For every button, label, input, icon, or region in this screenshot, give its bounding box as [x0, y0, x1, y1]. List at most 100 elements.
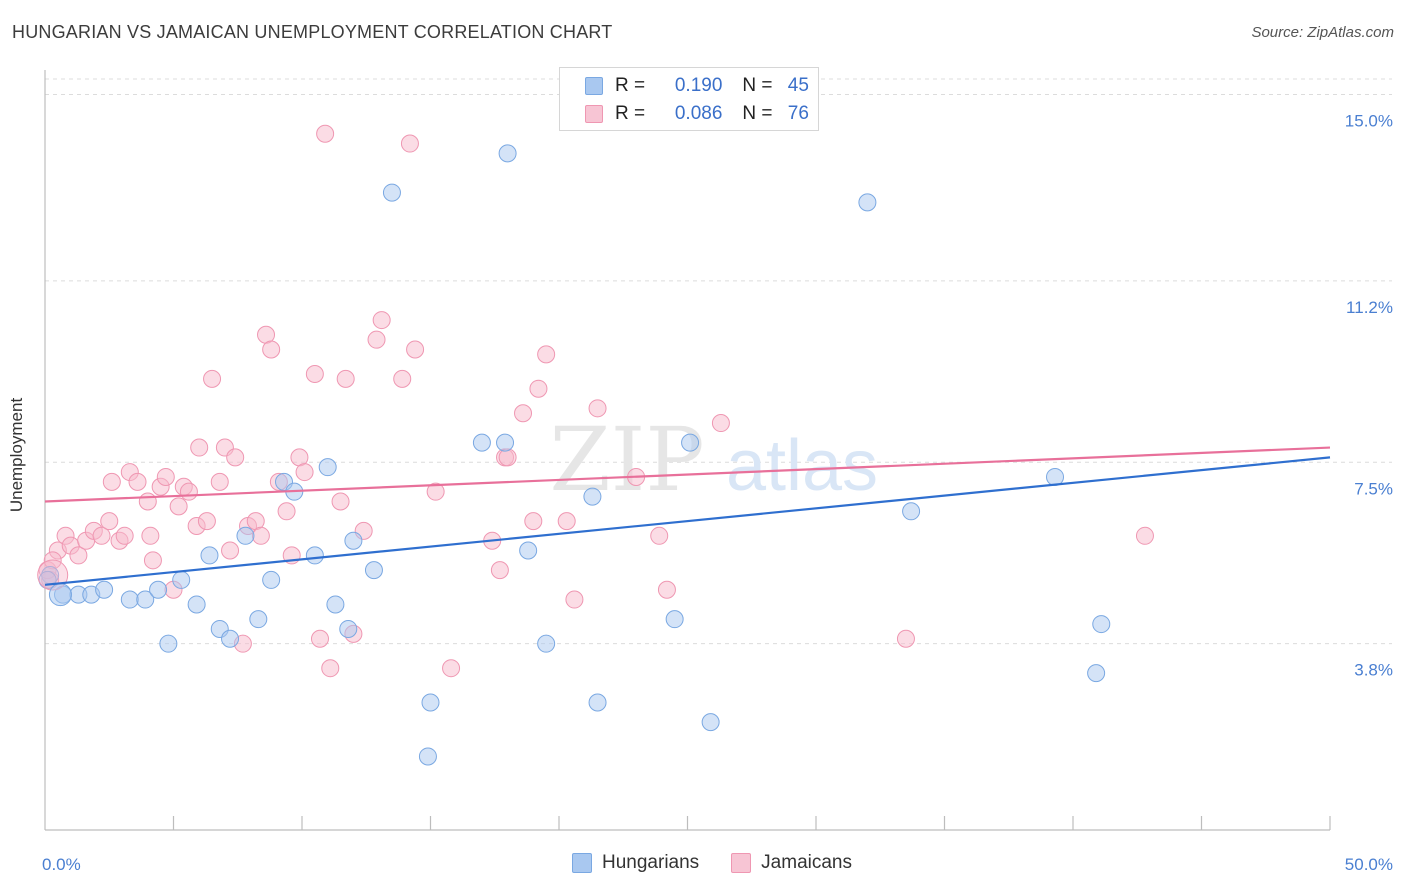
jamaican-point: [426, 482, 445, 501]
hungarian-point: [159, 634, 178, 653]
y-tick-label: 11.2%: [1346, 298, 1393, 317]
hungarian-point: [344, 531, 363, 550]
y-tick-label: 3.8%: [1354, 661, 1393, 680]
jamaican-point: [650, 526, 669, 545]
hungarian-point: [472, 433, 491, 452]
jamaican-point: [316, 124, 335, 143]
jamaican-point: [221, 541, 240, 560]
legend-label-jamaicans: Jamaicans: [761, 852, 852, 873]
watermark-zip: ZIP: [549, 408, 704, 511]
axes: [44, 70, 1331, 831]
jamaican-point: [226, 448, 245, 467]
legend-row-hungarians: R = 0.190 N = 45: [585, 74, 809, 98]
hungarian-point: [496, 433, 515, 452]
legend-swatch-blue: [585, 77, 603, 95]
jamaican-point: [1135, 526, 1154, 545]
hungarian-point: [172, 570, 191, 589]
jamaican-point: [331, 492, 350, 511]
hungarian-point: [136, 590, 155, 609]
hungarian-point: [681, 433, 700, 452]
legend-r-label: R =: [615, 103, 646, 124]
source-label: Source: ZipAtlas.com: [1251, 24, 1394, 41]
legend-swatch-pink: [585, 105, 603, 123]
jamaican-point: [557, 512, 576, 531]
hungarian-point: [858, 193, 877, 212]
hungarian-point: [221, 629, 240, 648]
jamaican-point: [141, 526, 160, 545]
hungarian-point: [236, 526, 255, 545]
jamaican-point: [295, 463, 314, 482]
jamaican-point: [711, 414, 730, 433]
jamaican-point: [588, 399, 607, 418]
jamaican-point: [277, 502, 296, 521]
jamaican-point: [657, 580, 676, 599]
hungarian-point: [537, 634, 556, 653]
jamaican-point: [203, 369, 222, 388]
jamaican-point: [514, 404, 533, 423]
jamaican-point: [143, 551, 162, 570]
jamaican-trend-line: [44, 446, 1331, 503]
jamaican-point: [367, 330, 386, 349]
legend-r-value: 0.190: [674, 75, 723, 96]
jamaican-point: [138, 492, 157, 511]
tick-labels: 3.8% 7.5% 11.2% 15.0% 0.0% 50.0%: [42, 112, 1393, 874]
jamaican-point: [529, 379, 548, 398]
legend-r-label: R =: [615, 75, 646, 96]
stats-legend: R = 0.190 N = 45 R = 0.086 N = 76: [559, 67, 819, 131]
hungarian-point: [583, 487, 602, 506]
jamaican-point: [251, 526, 270, 545]
x-tick-label: 0.0%: [42, 855, 81, 874]
hungarian-point: [1087, 664, 1106, 683]
hungarian-point: [339, 619, 358, 638]
jamaican-point: [896, 629, 915, 648]
jamaican-point: [69, 546, 88, 565]
legend-n-label: N =: [742, 75, 773, 96]
x-tick-label: 50.0%: [1345, 855, 1393, 874]
trend-lines: [44, 446, 1331, 586]
hungarian-point: [318, 458, 337, 477]
hungarian-point: [665, 610, 684, 629]
jamaican-point: [565, 590, 584, 609]
watermark-atlas: atlas: [726, 426, 878, 506]
hungarian-point: [1092, 615, 1111, 634]
jamaican-point: [406, 340, 425, 359]
hungarian-point: [305, 546, 324, 565]
jamaican-point: [190, 438, 209, 457]
jamaican-point: [128, 472, 147, 491]
y-tick-label: 15.0%: [1345, 112, 1393, 131]
jamaican-point: [400, 134, 419, 153]
legend-n-label: N =: [742, 103, 773, 124]
jamaican-point: [92, 526, 111, 545]
jamaican-point: [179, 482, 198, 501]
legend-row-jamaicans: R = 0.086 N = 76: [585, 102, 809, 126]
hungarian-point: [382, 183, 401, 202]
jamaican-point: [336, 369, 355, 388]
legend-n-value: 76: [787, 103, 809, 124]
jamaican-point: [498, 448, 517, 467]
jamaican-point: [305, 365, 324, 383]
hungarian-point: [588, 693, 607, 712]
jamaican-point: [442, 659, 461, 678]
legend-item-jamaicans[interactable]: Jamaicans: [731, 852, 852, 874]
hungarian-point: [421, 693, 440, 712]
chart-title: HUNGARIAN VS JAMAICAN UNEMPLOYMENT CORRE…: [12, 22, 613, 42]
hungarian-point: [120, 590, 139, 609]
jamaican-point: [524, 512, 543, 531]
hungarian-point: [498, 144, 517, 163]
hungarian-point: [249, 610, 268, 629]
watermark: ZIP atlas: [549, 408, 878, 511]
legend-item-hungarians[interactable]: Hungarians: [572, 852, 699, 874]
hungarian-point: [262, 570, 281, 589]
jamaican-point: [102, 472, 121, 491]
hungarian-point: [519, 541, 538, 560]
legend-swatch-pink: [731, 853, 752, 873]
jamaican-point: [490, 561, 509, 580]
legend-r-value: 0.086: [674, 103, 723, 124]
jamaican-point: [262, 340, 281, 359]
hungarian-point: [200, 546, 219, 565]
hungarian-point: [187, 595, 206, 614]
jamaican-point: [169, 497, 188, 516]
hungarian-point: [95, 580, 114, 599]
legend-label-hungarians: Hungarians: [602, 852, 700, 873]
